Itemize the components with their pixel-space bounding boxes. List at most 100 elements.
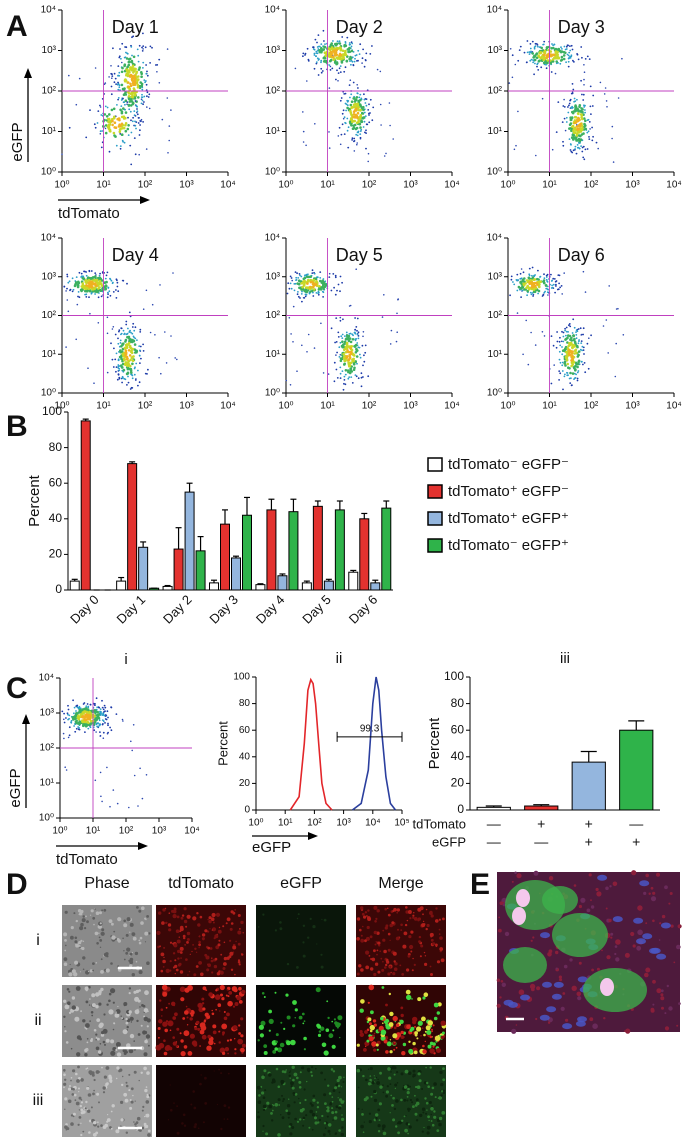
event-dot: [126, 103, 128, 105]
micrograph-speck: [275, 1040, 278, 1044]
micrograph-speck: [298, 1080, 302, 1084]
micrograph-speck: [133, 990, 137, 994]
micrograph-speck: [401, 1119, 404, 1123]
micrograph-speck: [652, 979, 656, 984]
event-dot: [547, 294, 549, 296]
event-dot: [116, 281, 119, 284]
event-dot: [569, 382, 572, 384]
micrograph-speck: [362, 1074, 365, 1078]
event-dot: [565, 116, 568, 119]
micrograph-speck: [395, 1125, 398, 1128]
panel-label: E: [470, 868, 490, 901]
event-dot: [581, 93, 583, 96]
micrograph-speck: [84, 1107, 87, 1110]
bar: [312, 505, 323, 591]
micrograph-speck: [356, 937, 360, 941]
event-dot: [597, 147, 599, 150]
micrograph-speck: [369, 1066, 373, 1071]
micrograph-speck: [106, 1003, 109, 1006]
micrograph-speck: [174, 959, 177, 962]
event-dot: [133, 367, 136, 370]
event-dot: [296, 293, 299, 296]
event-dot: [88, 270, 91, 273]
micrograph-speck: [114, 1013, 120, 1018]
event-dot: [301, 300, 303, 303]
micrograph-speck: [207, 930, 210, 933]
micrograph-speck: [229, 939, 232, 942]
micrograph-speck: [139, 936, 143, 940]
x-axis-label: eGFP: [252, 839, 291, 856]
micrograph-speck: [389, 1050, 393, 1054]
event-dot: [615, 308, 618, 310]
micrograph-speck: [82, 1110, 86, 1114]
event-dot: [348, 84, 351, 86]
micrograph-speck: [78, 1096, 82, 1100]
micrograph-speck: [299, 1118, 302, 1121]
micrograph-speck: [377, 1108, 381, 1112]
event-dot: [552, 344, 555, 347]
micrograph-speck: [426, 1125, 431, 1130]
micrograph-speck: [390, 1071, 392, 1073]
micrograph-speck: [677, 924, 682, 929]
event-dot: [121, 366, 124, 369]
event-dot: [304, 52, 307, 55]
micrograph-speck: [299, 1071, 302, 1074]
event-dot: [105, 115, 109, 118]
micrograph-speck: [392, 1118, 396, 1122]
micrograph-speck: [101, 928, 105, 932]
event-dot: [124, 340, 127, 343]
event-dot: [559, 62, 562, 65]
event-dot: [365, 147, 367, 150]
event-dot: [540, 46, 543, 50]
x-tick-label: 10⁰: [248, 818, 263, 829]
micrograph-speck: [262, 1130, 264, 1132]
x-tick-label: 10³: [179, 180, 194, 191]
event-dot: [104, 105, 107, 108]
event-dot: [531, 274, 533, 277]
event-dot: [156, 64, 159, 66]
event-dot: [567, 65, 570, 68]
micrograph-speck: [406, 968, 410, 972]
event-dot: [126, 371, 130, 375]
micrograph-speck: [359, 1030, 363, 1034]
micrograph-speck: [375, 1043, 379, 1047]
micrograph-speck: [589, 1017, 594, 1022]
micrograph-speck: [624, 952, 630, 958]
x-tick-label: Day 4: [253, 592, 288, 627]
event-dot: [575, 132, 579, 136]
event-dot: [127, 103, 131, 107]
micrograph-speck: [367, 909, 370, 912]
event-dot: [66, 275, 69, 278]
event-dot: [371, 45, 373, 47]
micrograph-speck: [396, 911, 399, 914]
micrograph-speck: [222, 925, 225, 928]
event-dot: [154, 334, 156, 336]
event-dot: [119, 147, 122, 150]
event-dot: [110, 85, 113, 88]
micrograph-speck: [157, 945, 160, 949]
event-dot: [355, 268, 358, 271]
event-dot: [64, 766, 66, 768]
event-dot: [341, 337, 344, 339]
event-dot: [345, 59, 349, 63]
micrograph-speck: [86, 920, 89, 924]
event-dot: [141, 46, 143, 49]
event-dot: [346, 106, 349, 110]
event-dot: [133, 373, 136, 376]
micrograph-speck: [530, 939, 533, 942]
micrograph-speck: [334, 1110, 338, 1114]
x-tick-label: 10⁴: [365, 818, 380, 829]
micrograph-speck: [176, 939, 181, 944]
event-dot: [134, 153, 137, 156]
event-dot: [551, 284, 553, 287]
event-dot: [554, 51, 558, 54]
micrograph-speck: [282, 1098, 285, 1101]
event-dot: [300, 275, 303, 278]
micrograph-speck: [168, 1002, 171, 1005]
micrograph-speck: [408, 1048, 414, 1054]
micrograph-speck: [120, 1015, 122, 1017]
event-dot: [75, 103, 78, 106]
event-dot: [535, 56, 539, 60]
panel-label: A: [6, 10, 28, 43]
micrograph-speck: [415, 1119, 419, 1122]
